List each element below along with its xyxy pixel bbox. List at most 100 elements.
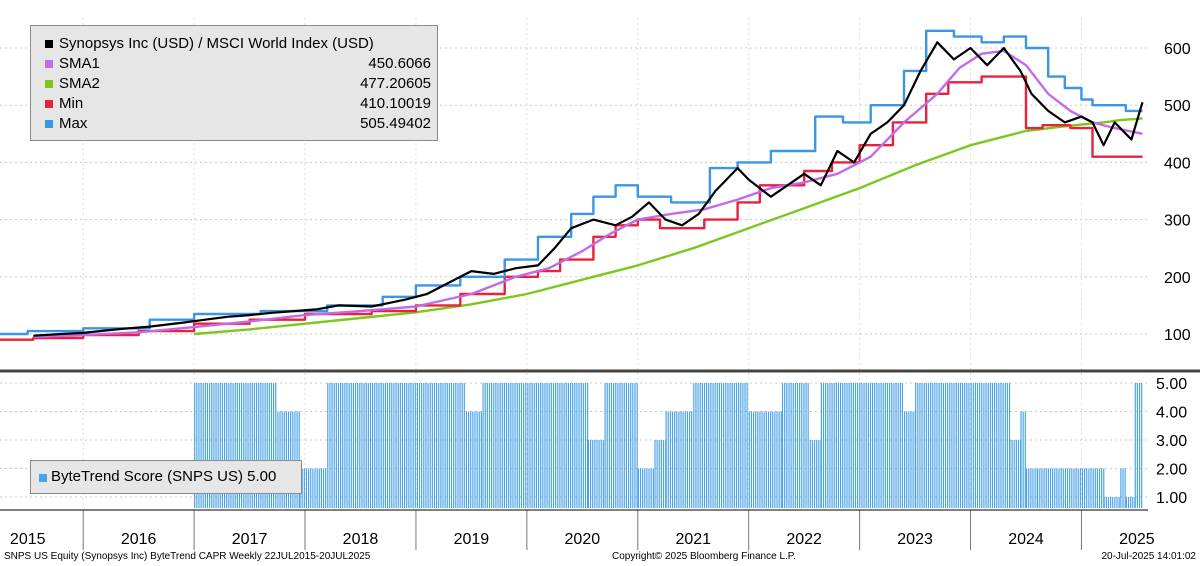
- bytetrend-bar: [656, 440, 658, 508]
- legend-value: 410.10019: [360, 95, 431, 112]
- bytetrend-bar: [1045, 468, 1047, 508]
- bytetrend-bar: [723, 383, 725, 508]
- x-tick-label: 2025: [1119, 531, 1155, 548]
- bytetrend-bar: [414, 383, 416, 508]
- bytetrend-bar: [1120, 468, 1122, 508]
- x-axis: 2015 2016 2017 2018 2019 2020 2021 2022 2023 2024…: [10, 510, 1155, 550]
- bytetrend-bar: [811, 440, 814, 508]
- bytetrend-bar: [1000, 383, 1002, 508]
- bytetrend-bar: [917, 383, 919, 508]
- bytetrend-bar: [357, 383, 359, 508]
- bytetrend-bar: [518, 383, 520, 508]
- bytetrend-bar: [669, 411, 671, 508]
- bytetrend-bar: [501, 383, 503, 508]
- bytetrend-bar: [542, 383, 544, 508]
- bytetrend-bar: [792, 383, 794, 508]
- bytetrend-bar: [1086, 468, 1088, 508]
- bytetrend-bar: [923, 383, 925, 508]
- bytetrend-bar: [957, 383, 959, 508]
- bytetrend-bar: [1090, 468, 1092, 508]
- bytetrend-bar: [998, 383, 1000, 508]
- bytetrend-bar: [708, 383, 710, 508]
- bytetrend-bar: [955, 383, 957, 508]
- bytetrend-bar: [1030, 468, 1032, 508]
- bytetrend-bar: [1124, 468, 1126, 508]
- bytetrend-bar: [865, 383, 867, 508]
- bytetrend-bar: [1103, 468, 1105, 508]
- bytetrend-bar: [301, 468, 303, 508]
- bytetrend-bar: [352, 383, 354, 508]
- bytetrend-bar: [733, 383, 735, 508]
- bytetrend-bar: [925, 383, 927, 508]
- bytetrend-bar: [646, 468, 648, 508]
- bytetrend-bar: [442, 383, 444, 508]
- bytetrend-bar: [378, 383, 380, 508]
- bytetrend-bar: [714, 383, 716, 508]
- bytetrend-bar: [842, 383, 844, 508]
- bytetrend-bar: [1056, 468, 1058, 508]
- bytetrend-bar: [682, 411, 684, 508]
- bytetrend-bar: [763, 411, 765, 508]
- legend-swatch: [45, 80, 53, 88]
- bytetrend-bar: [1004, 383, 1006, 508]
- bytetrend-bar: [602, 440, 604, 508]
- footer-left: SNPS US Equity (Synopsys Inc) ByteTrend …: [4, 551, 371, 562]
- bytetrend-legend-label: ByteTrend Score (SNPS US) 5.00: [51, 468, 277, 485]
- bytetrend-bar: [947, 383, 949, 508]
- legend-row: SMA2 477.20605: [45, 74, 431, 93]
- bytetrend-bar: [367, 383, 369, 508]
- bytetrend-bar: [582, 383, 584, 508]
- bytetrend-bar: [418, 383, 421, 508]
- bytetrend-bar: [273, 383, 275, 508]
- bytetrend-bar: [429, 383, 431, 508]
- bytetrend-bar: [533, 383, 535, 508]
- bytetrend-bar: [627, 383, 630, 508]
- bytetrend-bar: [594, 440, 596, 508]
- bytetrend-bar: [453, 383, 455, 508]
- bytetrend-bar: [369, 383, 372, 508]
- bytetrend-bar: [899, 383, 901, 508]
- bytetrend-bar: [384, 383, 386, 508]
- lower-y-axis: 1.00 2.00 3.00 4.00 5.00: [1156, 376, 1187, 507]
- bytetrend-bar: [889, 383, 891, 508]
- bytetrend-bar: [951, 383, 953, 508]
- bytetrend-bar: [427, 383, 429, 508]
- bytetrend-bar: [693, 383, 695, 508]
- bytetrend-bar: [234, 383, 236, 508]
- bytetrend-bar: [236, 383, 238, 508]
- bytetrend-bar: [867, 383, 869, 508]
- bytetrend-bar: [985, 383, 987, 508]
- bytetrend-bar: [650, 468, 652, 508]
- bytetrend-bar: [596, 440, 598, 508]
- bytetrend-bar: [869, 383, 872, 508]
- bytetrend-bar: [630, 383, 632, 508]
- bytetrend-bar: [801, 383, 803, 508]
- legend-row: Max 505.49402: [45, 114, 431, 133]
- bytetrend-bar: [331, 383, 333, 508]
- bytetrend-bar: [1039, 468, 1041, 508]
- bytetrend-bar: [901, 383, 904, 508]
- bytetrend-bar: [386, 383, 389, 508]
- bytetrend-bar: [964, 383, 966, 508]
- bytetrend-bar: [1013, 440, 1015, 508]
- bytetrend-bar: [767, 411, 770, 508]
- bytetrend-bar: [1116, 497, 1118, 508]
- bytetrend-bar: [691, 411, 693, 508]
- bytetrend-bar: [258, 383, 260, 508]
- bytetrend-bar: [589, 440, 592, 508]
- bytetrend-bar: [365, 383, 367, 508]
- bytetrend-bar: [241, 383, 243, 508]
- bytetrend-bar: [796, 383, 799, 508]
- bytetrend-bar: [807, 383, 809, 508]
- bytetrend-bar: [742, 383, 744, 508]
- bytetrend-bar: [316, 468, 318, 508]
- bytetrend-bar: [281, 411, 283, 508]
- bytetrend-bar: [678, 411, 680, 508]
- bytetrend-bar: [938, 383, 940, 508]
- series-line-max: [0, 29, 1143, 336]
- y-tick-label: 5.00: [1156, 376, 1187, 393]
- bytetrend-bar: [784, 383, 786, 508]
- x-tick-label: 2023: [897, 531, 933, 548]
- bytetrend-bar: [491, 383, 493, 508]
- bytetrend-bar: [759, 411, 761, 508]
